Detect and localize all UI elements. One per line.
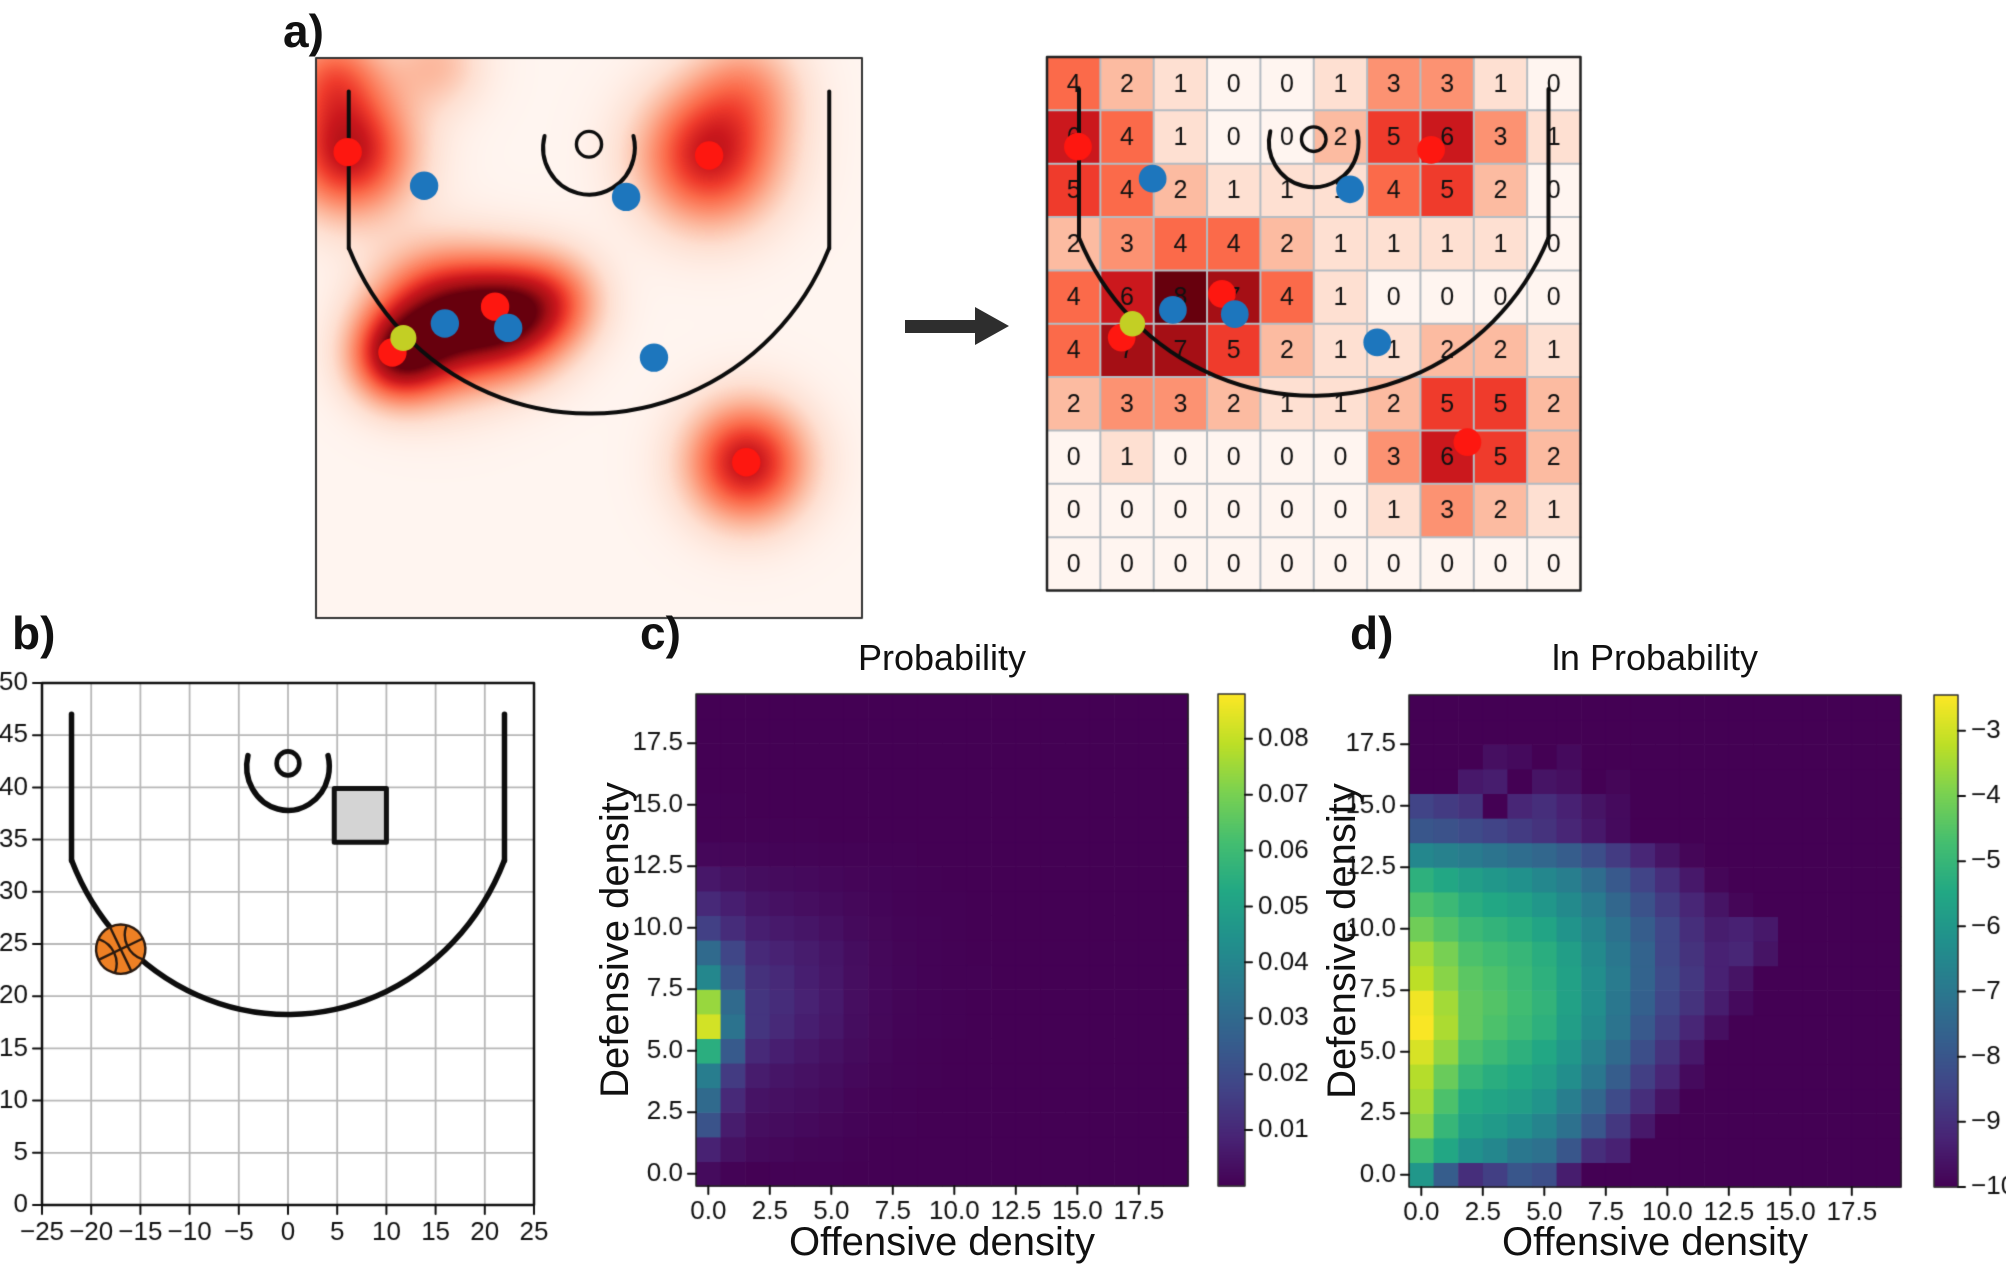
panel-label-a: a) [283,5,324,57]
panel-label-d: d) [1350,607,1394,659]
right-arrow-icon [905,307,1009,345]
ln-probability-colorbar [1934,695,1958,1187]
offensive-density-xlabel-d: Offensive density [1501,1220,1809,1264]
panel-label-b: b) [12,607,56,659]
ln-probability-title: ln Probability [1551,637,1759,678]
panel-label-c: c) [640,607,681,659]
probability-title: Probability [857,637,1027,678]
court-axes-panel [42,683,534,1205]
arrow-shaft [905,320,977,333]
ln-probability-heatmap [1409,695,1901,1187]
defensive-density-ylabel-c: Defensive density [593,782,637,1098]
count-grid-panel [1047,57,1581,591]
probability-heatmap [696,694,1188,1186]
offensive-density-xlabel-c: Offensive density [788,1220,1096,1264]
defensive-density-ylabel-d: Defensive density [1320,783,1364,1099]
court-kde-panel [316,58,862,618]
probability-colorbar [1218,694,1245,1186]
arrow-head [975,307,1009,345]
